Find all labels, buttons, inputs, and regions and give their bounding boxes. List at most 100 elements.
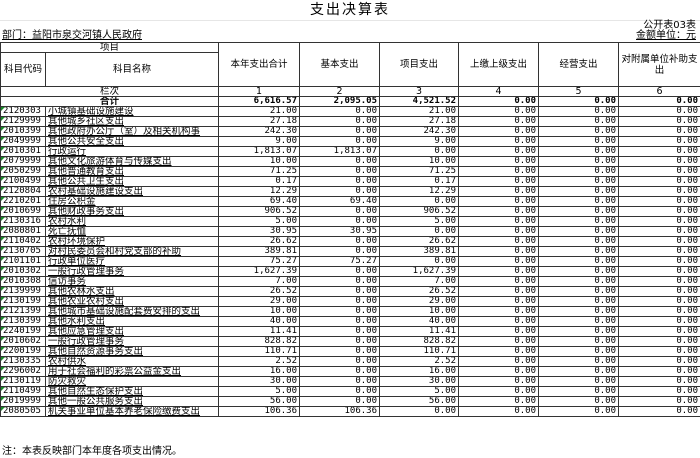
subject-code[interactable]: 2080801 bbox=[0, 226, 46, 237]
remit-expenditure[interactable]: 0.00 bbox=[458, 116, 540, 127]
remit-expenditure[interactable]: 0.00 bbox=[458, 336, 540, 347]
project-expenditure[interactable]: 27.18 bbox=[379, 116, 460, 127]
project-expenditure[interactable]: 0.00 bbox=[379, 146, 460, 157]
subject-name[interactable]: 行政单位医疗 bbox=[44, 256, 220, 267]
subject-code[interactable]: 2110499 bbox=[0, 386, 46, 397]
subject-name[interactable]: 其他自然生态保护支出 bbox=[44, 386, 220, 397]
subject-name[interactable]: 防灾救灾 bbox=[44, 376, 220, 387]
subject-code[interactable]: 2101101 bbox=[0, 256, 46, 267]
basic-expenditure[interactable]: 0.00 bbox=[299, 236, 381, 247]
remit-expenditure[interactable]: 0.00 bbox=[458, 256, 540, 267]
operating-expenditure[interactable]: 0.00 bbox=[538, 326, 620, 337]
project-expenditure[interactable]: 40.00 bbox=[379, 316, 460, 327]
subsidy-expenditure[interactable]: 0.00 bbox=[618, 326, 700, 337]
operating-expenditure[interactable]: 0.00 bbox=[538, 316, 620, 327]
subject-name[interactable]: 其他文化旅游体育与传媒支出 bbox=[44, 156, 220, 167]
operating-expenditure[interactable]: 0.00 bbox=[538, 116, 620, 127]
subject-name[interactable]: 农村水利 bbox=[44, 216, 220, 227]
project-expenditure[interactable]: 10.00 bbox=[379, 306, 460, 317]
subsidy-expenditure[interactable]: 0.00 bbox=[618, 306, 700, 317]
basic-expenditure[interactable]: 0.00 bbox=[299, 296, 381, 307]
subsidy-expenditure[interactable]: 0.00 bbox=[618, 406, 700, 417]
total-expenditure[interactable]: 26.52 bbox=[218, 286, 301, 297]
remit-expenditure[interactable]: 0.00 bbox=[458, 356, 540, 367]
operating-expenditure[interactable]: 0.00 bbox=[538, 136, 620, 147]
remit-expenditure[interactable]: 0.00 bbox=[458, 176, 540, 187]
subject-code[interactable]: 2019999 bbox=[0, 396, 46, 407]
operating-expenditure[interactable]: 0.00 bbox=[538, 346, 620, 357]
operating-expenditure[interactable]: 0.00 bbox=[538, 376, 620, 387]
project-expenditure[interactable]: 1,627.39 bbox=[379, 266, 460, 277]
total-expenditure[interactable]: 30.00 bbox=[218, 376, 301, 387]
subject-name[interactable]: 其他农林水支出 bbox=[44, 286, 220, 297]
total-expenditure[interactable]: 40.00 bbox=[218, 316, 301, 327]
subsidy-expenditure[interactable]: 0.00 bbox=[618, 296, 700, 307]
subsidy-expenditure[interactable]: 0.00 bbox=[618, 216, 700, 227]
project-expenditure[interactable]: 0.00 bbox=[379, 406, 460, 417]
operating-expenditure[interactable]: 0.00 bbox=[538, 196, 620, 207]
project-expenditure[interactable]: 110.71 bbox=[379, 346, 460, 357]
remit-expenditure[interactable]: 0.00 bbox=[458, 186, 540, 197]
subsidy-expenditure[interactable]: 0.00 bbox=[618, 396, 700, 407]
project-expenditure[interactable]: 56.00 bbox=[379, 396, 460, 407]
operating-expenditure[interactable]: 0.00 bbox=[538, 266, 620, 277]
subsidy-expenditure[interactable]: 0.00 bbox=[618, 236, 700, 247]
operating-expenditure[interactable]: 0.00 bbox=[538, 406, 620, 417]
subject-code[interactable]: 2100499 bbox=[0, 176, 46, 187]
total-expenditure[interactable]: 906.52 bbox=[218, 206, 301, 217]
operating-expenditure[interactable]: 0.00 bbox=[538, 216, 620, 227]
subject-code[interactable]: 2080505 bbox=[0, 406, 46, 417]
total-expenditure[interactable]: 1,813.07 bbox=[218, 146, 301, 157]
project-expenditure[interactable]: 16.00 bbox=[379, 366, 460, 377]
remit-expenditure[interactable]: 0.00 bbox=[458, 246, 540, 257]
subject-name[interactable]: 小城镇基础设施建设 bbox=[44, 106, 220, 117]
subject-code[interactable]: 2110402 bbox=[0, 236, 46, 247]
remit-expenditure[interactable]: 0.00 bbox=[458, 166, 540, 177]
subject-name[interactable]: 用于社会福利的彩票公益金支出 bbox=[44, 366, 220, 377]
project-expenditure[interactable]: 389.81 bbox=[379, 246, 460, 257]
remit-expenditure[interactable]: 0.00 bbox=[458, 216, 540, 227]
total-expenditure[interactable]: 10.00 bbox=[218, 306, 301, 317]
total-expenditure[interactable]: 29.00 bbox=[218, 296, 301, 307]
operating-expenditure[interactable]: 0.00 bbox=[538, 356, 620, 367]
project-expenditure[interactable]: 9.00 bbox=[379, 136, 460, 147]
subject-name[interactable]: 其他自然资源事务支出 bbox=[44, 346, 220, 357]
subject-name[interactable]: 农村环境保护 bbox=[44, 236, 220, 247]
operating-expenditure[interactable]: 0.00 bbox=[538, 186, 620, 197]
subject-name[interactable]: 机关事业单位基本养老保险缴费支出 bbox=[44, 406, 220, 417]
total-expenditure[interactable]: 0.17 bbox=[218, 176, 301, 187]
subject-code[interactable]: 2010602 bbox=[0, 336, 46, 347]
subsidy-expenditure[interactable]: 0.00 bbox=[618, 256, 700, 267]
total-expenditure[interactable]: 7.00 bbox=[218, 276, 301, 287]
remit-expenditure[interactable]: 0.00 bbox=[458, 206, 540, 217]
project-expenditure[interactable]: 21.00 bbox=[379, 106, 460, 117]
total-expenditure[interactable]: 75.27 bbox=[218, 256, 301, 267]
subsidy-expenditure[interactable]: 0.00 bbox=[618, 196, 700, 207]
remit-expenditure[interactable]: 0.00 bbox=[458, 226, 540, 237]
remit-expenditure[interactable]: 0.00 bbox=[458, 376, 540, 387]
remit-expenditure[interactable]: 0.00 bbox=[458, 236, 540, 247]
basic-expenditure[interactable]: 0.00 bbox=[299, 136, 381, 147]
operating-expenditure[interactable]: 0.00 bbox=[538, 126, 620, 137]
subject-name[interactable]: 死亡抚恤 bbox=[44, 226, 220, 237]
subject-code[interactable]: 2079999 bbox=[0, 156, 46, 167]
subject-code[interactable]: 2050299 bbox=[0, 166, 46, 177]
subject-code[interactable]: 2130399 bbox=[0, 316, 46, 327]
subsidy-expenditure[interactable]: 0.00 bbox=[618, 266, 700, 277]
total-expenditure[interactable]: 71.25 bbox=[218, 166, 301, 177]
subsidy-expenditure[interactable]: 0.00 bbox=[618, 356, 700, 367]
total-expenditure[interactable]: 9.00 bbox=[218, 136, 301, 147]
subsidy-expenditure[interactable]: 0.00 bbox=[618, 146, 700, 157]
basic-expenditure[interactable]: 30.95 bbox=[299, 226, 381, 237]
basic-expenditure[interactable]: 0.00 bbox=[299, 246, 381, 257]
project-expenditure[interactable]: 7.00 bbox=[379, 276, 460, 287]
basic-expenditure[interactable]: 0.00 bbox=[299, 366, 381, 377]
subject-code[interactable]: 2121399 bbox=[0, 306, 46, 317]
basic-expenditure[interactable]: 0.00 bbox=[299, 386, 381, 397]
subsidy-expenditure[interactable]: 0.00 bbox=[618, 366, 700, 377]
remit-expenditure[interactable]: 0.00 bbox=[458, 326, 540, 337]
operating-expenditure[interactable]: 0.00 bbox=[538, 156, 620, 167]
project-expenditure[interactable]: 242.30 bbox=[379, 126, 460, 137]
subject-name[interactable]: 农村基础设施建设支出 bbox=[44, 186, 220, 197]
subsidy-expenditure[interactable]: 0.00 bbox=[618, 176, 700, 187]
